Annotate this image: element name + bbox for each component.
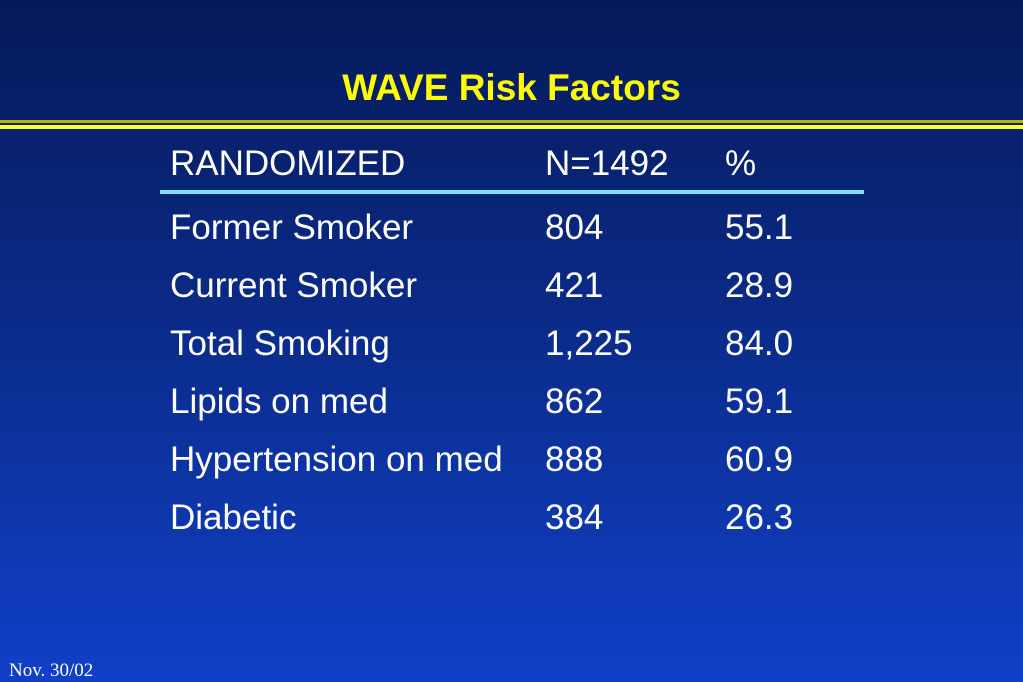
table-row: Current Smoker 421 28.9 — [160, 257, 864, 315]
row-factor: Current Smoker — [170, 266, 418, 305]
table-row: Hypertension on med 888 60.9 — [160, 431, 864, 489]
row-n: 804 — [545, 208, 604, 247]
row-percent: 28.9 — [725, 266, 794, 305]
row-factor: Hypertension on med — [170, 440, 503, 479]
table-body: Former Smoker 804 55.1 Current Smoker 42… — [160, 192, 864, 547]
title-divider-light — [0, 125, 1023, 129]
row-factor: Total Smoking — [170, 324, 390, 363]
risk-factors-table: RANDOMIZED N=1492 % Former Smoker 804 55… — [160, 140, 864, 547]
row-n: 1,225 — [545, 324, 633, 363]
row-percent: 55.1 — [725, 208, 794, 247]
row-factor: Lipids on med — [170, 382, 388, 421]
row-n: 862 — [545, 382, 604, 421]
row-n: 888 — [545, 440, 604, 479]
slide-title: WAVE Risk Factors — [342, 67, 681, 108]
row-percent: 60.9 — [725, 440, 794, 479]
table-row: Former Smoker 804 55.1 — [160, 192, 864, 257]
header-randomized: RANDOMIZED — [170, 144, 406, 183]
table-header: RANDOMIZED N=1492 % — [160, 140, 864, 192]
row-factor: Former Smoker — [170, 208, 414, 247]
title-divider-dark — [0, 120, 1023, 123]
table-row: Diabetic 384 26.3 — [160, 489, 864, 547]
row-percent: 26.3 — [725, 498, 794, 537]
row-n: 421 — [545, 266, 604, 305]
header-row: RANDOMIZED N=1492 % — [160, 140, 864, 192]
header-n: N=1492 — [545, 144, 669, 183]
row-n: 384 — [545, 498, 604, 537]
table-row: Total Smoking 1,225 84.0 — [160, 315, 864, 373]
header-percent: % — [725, 144, 757, 183]
row-percent: 84.0 — [725, 324, 794, 363]
row-factor: Diabetic — [170, 498, 297, 537]
row-percent: 59.1 — [725, 382, 794, 421]
footer-date: Nov. 30/02 — [9, 660, 94, 681]
table-row: Lipids on med 862 59.1 — [160, 373, 864, 431]
